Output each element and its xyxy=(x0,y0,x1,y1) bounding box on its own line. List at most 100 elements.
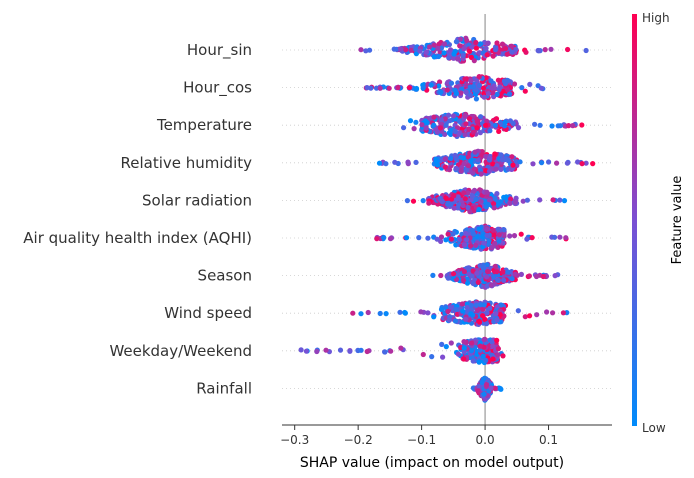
shap-dot xyxy=(484,189,490,195)
shap-dot xyxy=(453,90,459,97)
shap-dot xyxy=(451,51,457,57)
shap-dot xyxy=(480,353,486,359)
shap-dot xyxy=(413,46,419,53)
shap-dot xyxy=(465,265,471,271)
shap-dot xyxy=(470,358,476,364)
shap-dot xyxy=(470,280,476,286)
shap-dot xyxy=(487,305,493,311)
shap-dot xyxy=(481,264,487,270)
shap-dot xyxy=(523,49,529,55)
shap-dot xyxy=(590,161,596,167)
shap-dot xyxy=(433,158,439,164)
shap-dot xyxy=(495,352,501,358)
shap-dot xyxy=(448,236,454,242)
shap-dot xyxy=(507,200,513,206)
shap-dot xyxy=(445,231,451,237)
shap-dot xyxy=(511,81,518,87)
shap-dot xyxy=(476,359,482,365)
shap-dot xyxy=(439,198,445,204)
shap-dot xyxy=(446,55,452,61)
shap-dot xyxy=(506,91,513,97)
shap-dot xyxy=(468,243,474,249)
shap-dot xyxy=(447,118,453,124)
shap-dot xyxy=(497,312,503,318)
shap-dot xyxy=(418,309,424,315)
shap-dot xyxy=(434,129,440,135)
shap-dot xyxy=(544,309,550,315)
shap-dot xyxy=(465,163,472,169)
shap-dot xyxy=(464,237,470,243)
shap-dot xyxy=(394,46,400,52)
shap-dot xyxy=(368,85,374,91)
shap-dot xyxy=(472,149,478,155)
shap-dot xyxy=(462,132,468,138)
colorbar-title: Feature value xyxy=(670,176,685,265)
shap-dot xyxy=(413,159,419,165)
feature-label: Temperature xyxy=(156,116,252,134)
shap-dot xyxy=(583,160,589,166)
shap-dot xyxy=(478,114,484,120)
shap-dot xyxy=(423,49,429,55)
shap-dot xyxy=(563,235,569,241)
shap-dot xyxy=(358,347,364,353)
shap-dot xyxy=(452,318,458,324)
feature-label: Wind speed xyxy=(164,304,252,322)
shap-dot xyxy=(469,340,475,346)
shap-dot xyxy=(448,201,454,207)
shap-dot xyxy=(494,91,500,97)
shap-dot xyxy=(492,385,498,391)
shap-dots xyxy=(298,35,596,403)
feature-row-guides xyxy=(282,49,612,389)
shap-dot xyxy=(474,119,480,125)
colorbar: High Low Feature value xyxy=(632,11,685,435)
shap-dot xyxy=(490,356,496,362)
shap-dot xyxy=(490,343,496,349)
shap-dot xyxy=(469,44,475,50)
shap-dot xyxy=(423,125,429,131)
shap-dot xyxy=(365,309,371,316)
shap-dot xyxy=(512,199,519,205)
shap-dot xyxy=(517,159,523,165)
shap-dot xyxy=(468,158,474,164)
shap-dot xyxy=(560,310,567,316)
shap-dot xyxy=(467,48,473,55)
shap-dot xyxy=(495,346,501,352)
shap-dot xyxy=(455,194,461,200)
shap-dot xyxy=(383,161,389,167)
shap-dot xyxy=(492,263,498,269)
shap-dot xyxy=(431,114,437,120)
shap-dot xyxy=(524,236,530,242)
shap-dot xyxy=(527,81,533,87)
shap-dot xyxy=(483,357,489,363)
shap-dot xyxy=(546,159,552,165)
shap-dot xyxy=(527,313,533,319)
shap-dot xyxy=(445,275,451,281)
shap-dot xyxy=(458,154,464,160)
shap-dot xyxy=(470,268,476,274)
shap-dot xyxy=(438,306,445,312)
shap-dot xyxy=(448,80,455,86)
shap-dot xyxy=(377,310,383,317)
shap-dot xyxy=(550,197,556,203)
shap-dot xyxy=(445,308,451,315)
shap-dot xyxy=(477,319,483,325)
shap-dot xyxy=(416,235,422,241)
shap-dot xyxy=(457,236,463,242)
shap-dot xyxy=(511,233,518,239)
shap-dot xyxy=(485,91,491,97)
shap-dot xyxy=(402,309,408,316)
shap-dot xyxy=(497,386,503,392)
shap-dot xyxy=(502,45,509,52)
shap-dot xyxy=(438,89,444,95)
shap-dot xyxy=(461,345,467,351)
shap-dot xyxy=(462,76,468,82)
shap-dot xyxy=(557,197,563,203)
x-axis-title: SHAP value (impact on model output) xyxy=(300,455,564,471)
shap-dot xyxy=(485,202,491,208)
shap-dot xyxy=(437,79,443,85)
shap-dot xyxy=(350,310,356,316)
shap-dot xyxy=(434,236,440,242)
shap-dot xyxy=(410,198,417,204)
shap-dot xyxy=(515,308,521,314)
shap-dot xyxy=(367,47,373,53)
